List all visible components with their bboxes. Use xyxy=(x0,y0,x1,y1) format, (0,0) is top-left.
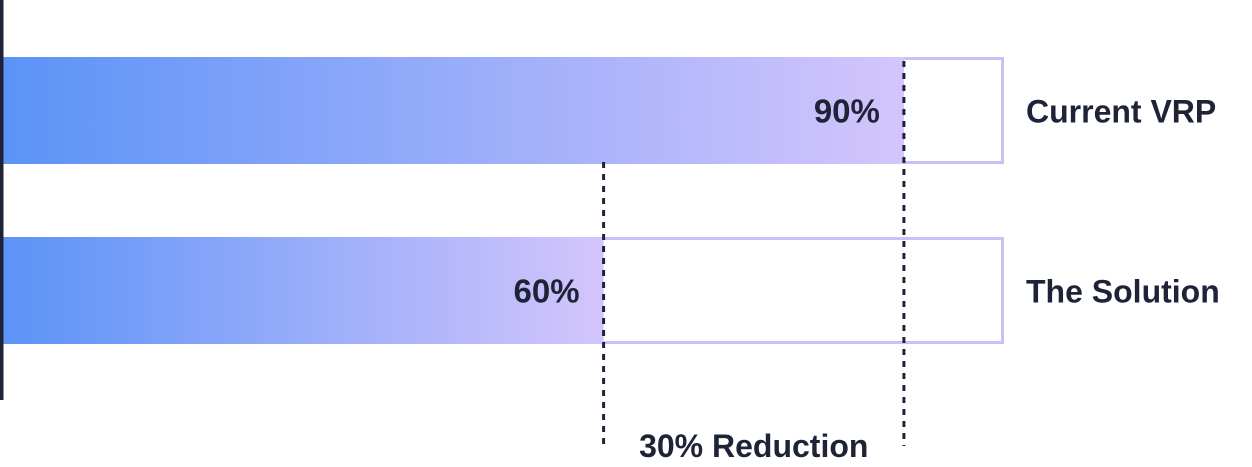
category-label-current-vrp: Current VRP xyxy=(1026,94,1216,130)
bars xyxy=(3,57,904,344)
reduction-annotation: 30% Reduction xyxy=(639,428,868,464)
labels: 90% Current VRP 60% The Solution xyxy=(514,93,1220,310)
data-label-current-vrp: 90% xyxy=(814,93,880,130)
bar-the-solution xyxy=(3,237,604,344)
data-label-the-solution: 60% xyxy=(514,273,580,310)
bar-current-vrp xyxy=(3,57,904,164)
category-label-the-solution: The Solution xyxy=(1026,274,1220,310)
reduction-guides xyxy=(602,61,906,446)
